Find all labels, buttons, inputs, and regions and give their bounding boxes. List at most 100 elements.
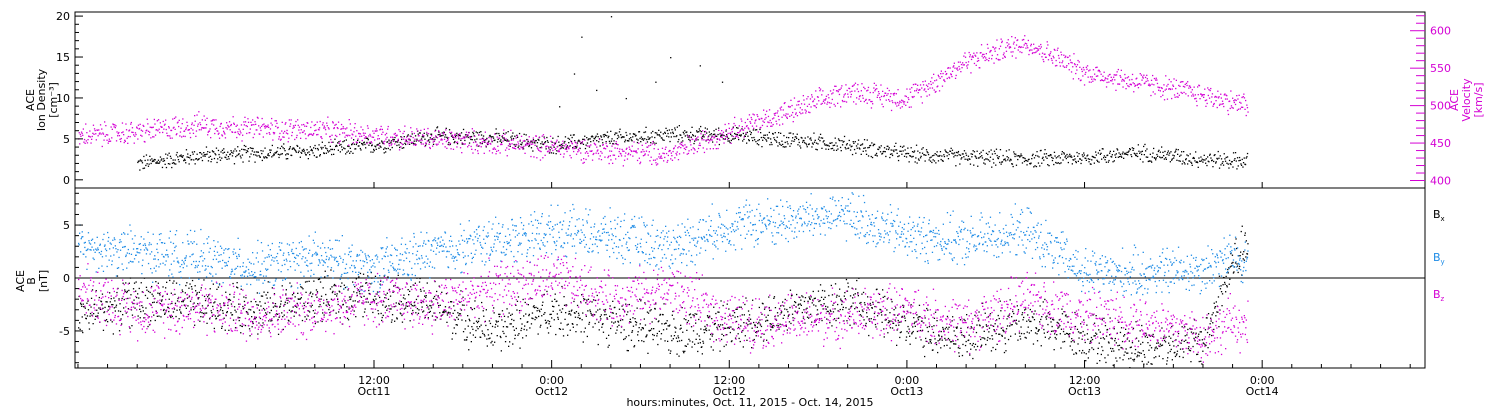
bx-point — [240, 288, 242, 290]
bx-point — [275, 305, 277, 308]
density-point — [1099, 149, 1101, 152]
density-point — [669, 140, 671, 143]
density-point — [921, 152, 924, 154]
velocity-point — [218, 137, 221, 139]
density-point — [812, 143, 814, 145]
density-point — [201, 153, 203, 155]
bx-point — [162, 286, 164, 288]
velocity-point — [523, 139, 526, 142]
density-point — [1116, 148, 1118, 150]
bx-point — [235, 311, 237, 313]
density-point — [606, 131, 609, 133]
velocity-point — [806, 98, 808, 100]
density-point — [138, 160, 140, 162]
velocity-point — [726, 138, 729, 140]
bx-point — [136, 303, 138, 305]
bx-point — [415, 298, 418, 301]
bx-point — [536, 310, 538, 312]
density-point — [861, 144, 863, 146]
velocity-point — [570, 140, 572, 142]
density-point — [784, 141, 786, 144]
density-point — [888, 147, 890, 149]
density-point — [769, 144, 771, 146]
velocity-point — [677, 159, 680, 161]
velocity-point — [220, 122, 222, 125]
density-point — [484, 141, 486, 143]
velocity-point — [867, 86, 870, 89]
velocity-point — [456, 146, 458, 148]
density-point — [822, 141, 824, 143]
velocity-point — [242, 128, 244, 130]
bx-point — [175, 282, 178, 284]
density-point — [1027, 160, 1029, 162]
bx-point — [116, 275, 119, 277]
density-point — [455, 134, 457, 136]
velocity-point — [815, 106, 817, 109]
density-point — [938, 155, 940, 157]
velocity-point — [1001, 40, 1003, 42]
density-point — [426, 133, 428, 135]
density-point — [561, 146, 563, 149]
bx-point — [323, 314, 325, 316]
bx-point — [442, 311, 444, 313]
velocity-point — [798, 100, 800, 102]
density-point — [396, 144, 398, 147]
velocity-point — [644, 153, 646, 155]
bx-point — [581, 294, 583, 296]
velocity-point — [435, 135, 437, 137]
density-point — [1203, 159, 1205, 161]
bx-point — [204, 299, 207, 302]
bx-point — [302, 288, 304, 290]
bx-point — [514, 334, 516, 336]
bx-point — [711, 335, 713, 337]
bx-point — [494, 341, 496, 343]
velocity-point — [202, 127, 205, 129]
velocity-point — [115, 125, 117, 127]
velocity-point — [1168, 78, 1170, 81]
density-point — [371, 144, 373, 146]
velocity-point — [286, 129, 288, 132]
density-point — [353, 143, 355, 145]
density-point — [418, 140, 420, 142]
velocity-point — [103, 139, 105, 141]
velocity-point — [517, 143, 520, 145]
density-point — [446, 137, 449, 139]
density-point — [232, 152, 234, 154]
density-point — [742, 140, 744, 142]
velocity-point — [957, 69, 959, 71]
velocity-point — [300, 129, 302, 131]
velocity-point — [582, 162, 584, 164]
bx-point — [604, 308, 607, 311]
velocity-point — [301, 124, 303, 126]
density-point — [1242, 166, 1244, 168]
density-point — [265, 156, 267, 158]
bx-point — [315, 289, 318, 291]
velocity-point — [105, 125, 107, 127]
density-point — [517, 146, 519, 149]
velocity-point — [750, 122, 752, 124]
bx-point — [351, 306, 353, 308]
density-point — [596, 133, 599, 135]
velocity-point — [161, 126, 163, 128]
bx-point — [193, 308, 195, 311]
bx-point — [301, 286, 303, 289]
bx-point — [705, 329, 708, 332]
density-point — [1201, 160, 1203, 162]
density-point — [564, 140, 566, 143]
bx-point — [559, 309, 561, 311]
density-point — [975, 156, 977, 158]
density-point — [1085, 157, 1087, 159]
velocity-point — [182, 135, 185, 137]
density-point — [952, 153, 954, 155]
density-point — [788, 132, 790, 134]
bx-point — [386, 292, 388, 294]
density-point — [1111, 156, 1113, 158]
bx-point — [613, 322, 615, 324]
density-point — [680, 134, 682, 136]
velocity-point — [937, 85, 939, 87]
density-point — [185, 149, 188, 151]
velocity-point — [567, 147, 569, 149]
velocity-point — [901, 106, 903, 108]
velocity-point — [1040, 43, 1042, 46]
velocity-point — [213, 119, 215, 121]
